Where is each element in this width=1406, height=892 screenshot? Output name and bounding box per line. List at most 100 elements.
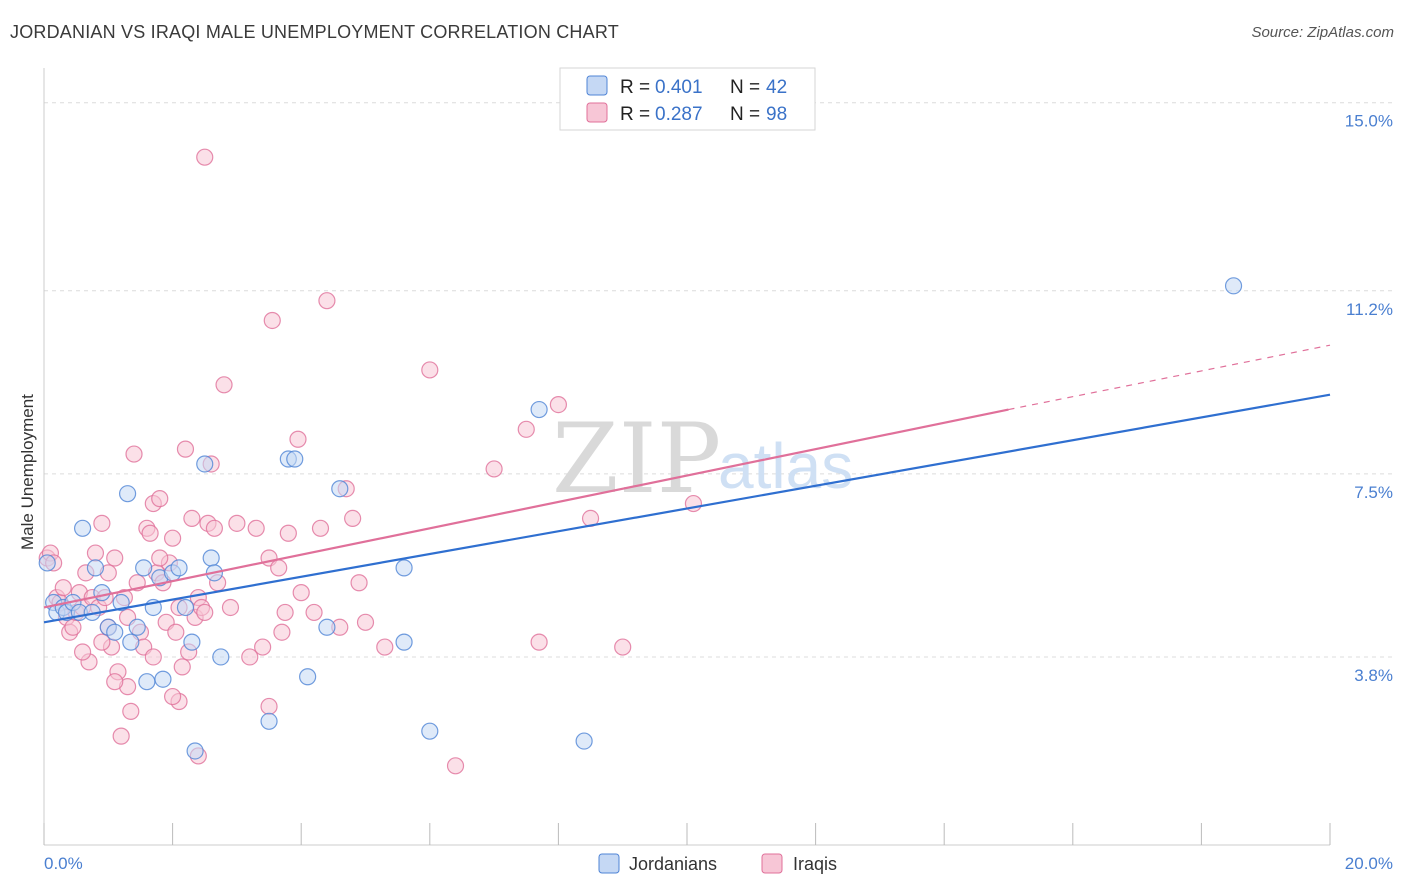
point-jordanian xyxy=(421,722,439,740)
point-iraqi xyxy=(54,579,72,597)
point-iraqi xyxy=(106,549,124,567)
point-iraqi xyxy=(263,311,281,330)
point-iraqi xyxy=(614,638,632,656)
point-iraqi xyxy=(93,514,111,532)
point-jordanian xyxy=(118,485,137,503)
bottom-legend-swatch-iraqis xyxy=(761,853,783,874)
point-jordanian xyxy=(128,618,146,636)
x-tick-label-min: 0.0% xyxy=(44,854,83,873)
point-jordanian xyxy=(212,648,230,666)
legend-r-value-iraqis: 0.287 xyxy=(655,104,703,125)
point-iraqi xyxy=(549,395,568,414)
point-jordanian xyxy=(38,554,56,572)
point-iraqi xyxy=(173,658,191,676)
point-iraqi xyxy=(164,529,182,547)
point-iraqi xyxy=(376,638,394,656)
trend-line-iraqis-extension xyxy=(1008,344,1331,411)
y-tick-labels: 3.8% 7.5% 11.2% 15.0% xyxy=(1345,112,1393,685)
point-iraqi xyxy=(228,514,246,532)
point-iraqi xyxy=(279,524,297,542)
point-jordanian xyxy=(260,712,278,730)
point-iraqi xyxy=(344,509,362,528)
legend-swatch-iraqis xyxy=(586,102,608,123)
legend-swatch-jordanians xyxy=(586,75,608,96)
point-iraqi xyxy=(144,648,162,666)
legend-n-value-jordanians: 42 xyxy=(766,77,787,98)
point-iraqi xyxy=(421,361,439,379)
legend-n-label-jordanians: N = xyxy=(730,77,760,98)
point-iraqi xyxy=(167,623,185,641)
point-jordanian xyxy=(202,549,220,567)
point-jordanian xyxy=(395,633,413,651)
trend-lines xyxy=(43,344,1331,624)
point-jordanian xyxy=(575,732,593,750)
point-jordanian xyxy=(176,598,195,617)
y-tick-label: 3.8% xyxy=(1354,666,1393,685)
y-tick-label: 11.2% xyxy=(1346,300,1393,319)
point-jordanian xyxy=(196,455,214,473)
point-iraqi xyxy=(305,603,323,622)
point-jordanian xyxy=(183,633,201,651)
legend-r-label-iraqis: R = xyxy=(620,104,650,125)
y-tick-label: 7.5% xyxy=(1354,483,1393,502)
point-jordanian xyxy=(186,742,204,760)
trend-line-iraqis xyxy=(43,408,1009,609)
point-iraqi xyxy=(276,603,294,622)
point-iraqi xyxy=(73,643,92,661)
point-iraqi xyxy=(247,519,265,537)
point-iraqi xyxy=(318,292,336,310)
gridlines xyxy=(44,102,1395,658)
point-iraqi xyxy=(446,757,465,775)
point-iraqi xyxy=(122,702,140,720)
point-iraqi xyxy=(241,648,259,666)
point-iraqi xyxy=(64,618,82,636)
bottom-legend-jordanians: Jordanians xyxy=(629,854,717,874)
point-jordanian xyxy=(530,400,548,419)
point-iraqi xyxy=(205,519,223,537)
point-jordanian xyxy=(170,559,188,577)
point-iraqi xyxy=(183,509,201,528)
trend-line-jordanians xyxy=(43,393,1331,624)
y-tick-label: 15.0% xyxy=(1345,112,1393,131)
bottom-legend: Jordanians Iraqis xyxy=(598,853,837,874)
point-jordanian xyxy=(318,618,336,636)
x-tick-label-max: 20.0% xyxy=(1345,854,1393,873)
point-iraqi xyxy=(530,633,548,651)
point-jordanian xyxy=(395,559,413,577)
point-iraqi xyxy=(176,440,195,458)
point-jordanian xyxy=(331,480,349,498)
point-iraqi xyxy=(311,519,330,537)
bottom-legend-iraqis: Iraqis xyxy=(793,854,837,874)
point-iraqi xyxy=(292,584,310,602)
point-jordanian xyxy=(86,559,105,577)
chart-title: JORDANIAN VS IRAQI MALE UNEMPLOYMENT COR… xyxy=(10,22,619,42)
data-points xyxy=(38,148,1243,775)
point-iraqi xyxy=(106,673,124,691)
point-jordanian xyxy=(73,519,92,537)
legend-r-label-jordanians: R = xyxy=(620,77,650,98)
point-jordanian xyxy=(286,450,304,468)
point-iraqi xyxy=(254,638,272,656)
point-jordanian xyxy=(299,668,317,686)
point-iraqi xyxy=(260,697,278,716)
point-iraqi xyxy=(221,598,240,617)
point-iraqi xyxy=(112,727,130,745)
point-iraqi xyxy=(93,633,111,651)
legend: R = 0.401 N = 42 R = 0.287 N = 98 xyxy=(559,67,816,131)
bottom-legend-swatch-jordanians xyxy=(598,853,620,874)
point-iraqi xyxy=(196,148,214,166)
point-iraqi xyxy=(141,524,159,542)
point-jordanian xyxy=(138,673,156,691)
point-jordanian xyxy=(154,670,172,688)
point-iraqi xyxy=(215,376,233,394)
point-iraqi xyxy=(125,445,143,463)
source-label: Source: ZipAtlas.com xyxy=(1251,24,1394,41)
point-iraqi xyxy=(356,613,375,631)
point-iraqi xyxy=(350,574,368,592)
point-iraqi xyxy=(151,490,169,508)
point-jordanian xyxy=(112,593,130,612)
axes xyxy=(43,68,1331,846)
point-iraqi xyxy=(485,460,503,478)
point-iraqi xyxy=(517,420,535,438)
